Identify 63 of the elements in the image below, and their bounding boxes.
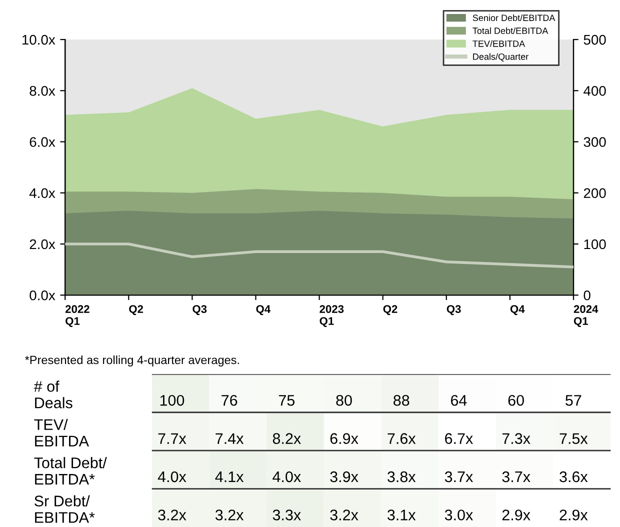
data-label: 3.0x: [444, 510, 473, 520]
data-label: 76: [222, 394, 238, 406]
data-label: 100: [160, 394, 184, 406]
y2-tick-label: 100: [584, 239, 606, 250]
data-label: 7.3x: [502, 433, 530, 444]
data-label: 8.2x: [272, 433, 301, 444]
x-tick-label: Q2: [383, 305, 398, 316]
data-label: 3.7x: [444, 471, 473, 482]
y2-tick-label: 300: [584, 137, 606, 147]
data-label: 3.2x: [158, 510, 186, 520]
data-label: 3.8x: [388, 471, 416, 482]
data-label: 4.0x: [158, 471, 186, 482]
data-label: 3.9x: [330, 471, 358, 482]
legend-label: Deals/Quarter: [473, 53, 528, 62]
data-label: 7.6x: [388, 433, 416, 444]
data-label: 64: [451, 394, 467, 406]
y2-tick-label: 500: [584, 34, 606, 45]
y-tick-label: # of Deals: [34, 380, 72, 408]
data-label: 7.4x: [216, 433, 244, 444]
data-label: 3.1x: [388, 510, 416, 520]
legend-label: Total Debt/EBITDA: [472, 27, 548, 34]
data-label: 57: [566, 395, 582, 406]
x-tick-label: Q3: [192, 305, 207, 316]
x-tick-label: 2023 Q1: [320, 305, 344, 328]
data-label: 4.1x: [215, 472, 244, 482]
data-label: 6.7x: [445, 433, 473, 444]
data-label: 7.7x: [158, 433, 186, 444]
y-tick-label: 8.0x: [30, 86, 56, 96]
x-tick-label: Q4: [510, 305, 525, 316]
data-label: 2.9x: [560, 510, 588, 520]
y-tick-label: 2.0x: [30, 239, 56, 250]
y-tick-label: 10.0x: [22, 34, 56, 45]
data-label: 3.7x: [502, 471, 530, 482]
data-label: 4.0x: [272, 471, 301, 482]
data-label: 88: [394, 394, 410, 406]
data-label: 3.2x: [330, 510, 358, 520]
y2-tick-label: 400: [584, 86, 606, 96]
y-tick-label: 4.0x: [29, 188, 56, 198]
y-tick-label: Sr Debt/ EBITDA*: [34, 495, 95, 523]
x-tick-label: Q4: [256, 305, 271, 316]
data-label: 7.5x: [560, 433, 588, 444]
data-label: 80: [336, 394, 352, 406]
data-label: 60: [508, 394, 524, 406]
x-tick-label: 2024 Q1: [574, 305, 598, 328]
legend-label: Senior Debt/EBITDA: [472, 14, 556, 22]
y-tick-label: TEV/ EBITDA: [34, 418, 89, 446]
data-label: 3.3x: [272, 510, 301, 520]
y2-tick-label: 0: [584, 290, 590, 300]
legend-label: TEV/EBITDA: [472, 40, 526, 47]
data-label: 3.6x: [560, 471, 588, 482]
x-tick-label: Q2: [129, 305, 144, 316]
line-series: [65, 242, 574, 268]
data-label: 75: [278, 395, 295, 406]
data-label: 3.2x: [215, 510, 244, 520]
y-tick-label: 6.0x: [30, 137, 56, 147]
y2-tick-label: 200: [584, 188, 606, 198]
x-tick-label: Q3: [446, 305, 461, 316]
y-tick-label: Total Debt/ EBITDA*: [34, 457, 107, 485]
y-tick-label: 0.0x: [30, 290, 56, 300]
x-tick-label: 2022 Q1: [65, 305, 90, 328]
data-label: 2.9x: [502, 510, 530, 520]
text: *Presented as rolling 4-quarter averages.: [24, 355, 239, 366]
data-label: 6.9x: [330, 433, 358, 444]
